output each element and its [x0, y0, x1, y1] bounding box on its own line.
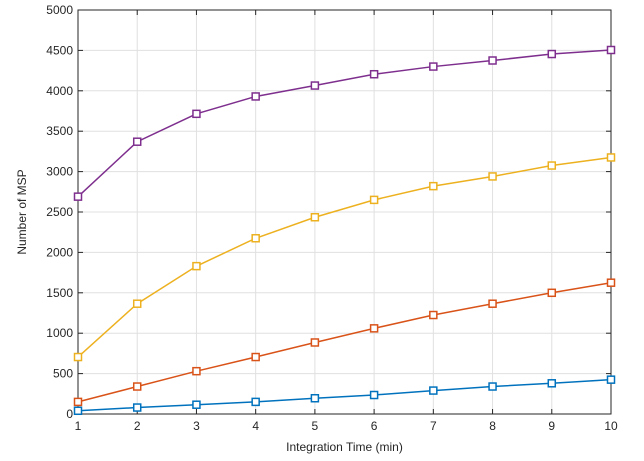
data-point-marker	[488, 382, 497, 391]
data-point-marker	[429, 310, 438, 320]
data-point-marker	[310, 81, 320, 90]
y-tick-label: 500	[53, 367, 73, 381]
data-point-marker	[606, 153, 616, 162]
data-point-marker	[547, 379, 557, 388]
data-point-marker	[369, 390, 379, 400]
series-line	[77, 378, 612, 412]
gridlines	[77, 9, 612, 415]
series-lines	[73, 45, 616, 416]
data-point-marker	[132, 403, 142, 412]
x-tick-label: 2	[134, 419, 141, 433]
data-point-marker	[251, 92, 260, 101]
x-tick-label: 6	[371, 419, 378, 433]
data-point-marker	[251, 234, 260, 243]
x-tick-label: 4	[252, 419, 259, 433]
y-tick-label: 5000	[46, 3, 73, 17]
data-point-marker	[310, 393, 320, 403]
data-point-marker	[547, 49, 557, 59]
series-line	[77, 156, 612, 358]
data-point-marker	[73, 352, 83, 362]
data-point-marker	[429, 62, 438, 71]
x-tick-label: 5	[312, 419, 319, 433]
series-4	[73, 45, 616, 201]
axis-ticks: 1 2 3 4 5 6 7 8 9 10 0 500 1000 1500 2000 2500 3000 3500 4…	[46, 3, 618, 433]
data-point-marker	[429, 386, 438, 395]
x-tick-label: 1	[75, 419, 82, 433]
data-point-marker	[251, 352, 260, 362]
data-point-marker	[132, 382, 142, 391]
y-tick-label: 3500	[46, 124, 73, 138]
data-point-marker	[488, 56, 497, 65]
data-point-marker	[369, 195, 379, 205]
data-point-marker	[369, 69, 379, 79]
data-point-marker	[488, 172, 497, 181]
y-tick-label: 4000	[46, 84, 73, 98]
data-point-marker	[429, 181, 438, 191]
y-tick-label: 4500	[46, 43, 73, 57]
data-point-marker	[488, 299, 497, 308]
series-2	[73, 278, 616, 407]
series-line	[77, 49, 612, 198]
x-tick-label: 9	[548, 419, 555, 433]
data-point-marker	[606, 45, 616, 55]
data-point-marker	[192, 109, 201, 119]
data-point-marker	[606, 375, 616, 384]
data-point-marker	[606, 278, 616, 287]
x-tick-label: 3	[193, 419, 200, 433]
data-point-marker	[192, 366, 201, 376]
y-tick-label: 2000	[46, 245, 73, 259]
data-point-marker	[73, 406, 83, 416]
data-point-marker	[192, 261, 201, 271]
y-tick-label: 3000	[46, 165, 73, 179]
data-point-marker	[73, 397, 83, 407]
data-point-marker	[132, 137, 142, 146]
y-tick-label: 2500	[46, 205, 73, 219]
y-tick-label: 1000	[46, 326, 73, 340]
data-point-marker	[369, 324, 379, 333]
data-point-marker	[132, 299, 142, 308]
x-tick-label: 7	[430, 419, 437, 433]
x-tick-label: 10	[604, 419, 618, 433]
data-point-marker	[547, 288, 557, 298]
data-point-marker	[310, 338, 320, 347]
data-point-marker	[251, 397, 260, 407]
data-point-marker	[310, 213, 320, 222]
data-point-marker	[73, 192, 83, 201]
series-line	[77, 281, 612, 403]
series-1	[73, 375, 616, 416]
y-tick-label: 1500	[46, 286, 73, 300]
data-point-marker	[547, 161, 557, 170]
data-point-marker	[192, 400, 201, 409]
x-tick-label: 8	[489, 419, 496, 433]
series-3	[73, 153, 616, 362]
x-axis-title: Integration Time (min)	[286, 440, 403, 454]
y-axis-title: Number of MSP	[15, 169, 29, 254]
y-tick-label: 0	[66, 407, 73, 421]
